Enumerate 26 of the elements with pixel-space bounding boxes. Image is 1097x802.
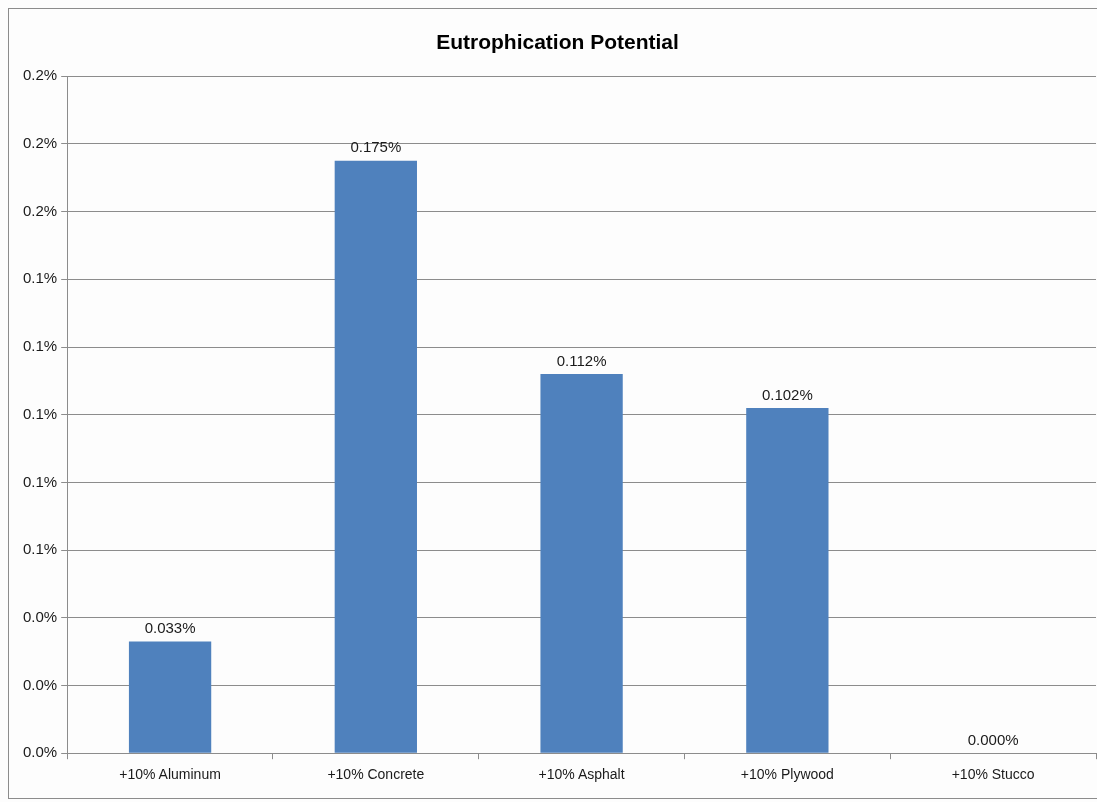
x-tick-label: +10% Stucco (951, 766, 1035, 783)
bar (334, 160, 417, 753)
bar (128, 641, 212, 753)
data-label: 0.000% (967, 730, 1019, 748)
y-tick-label: 0.1% (22, 472, 58, 490)
data-label: 0.033% (144, 619, 196, 637)
y-tick-label: 0.0% (22, 675, 58, 693)
y-tick-label: 0.0% (22, 607, 58, 625)
y-tick-label: 0.2% (22, 66, 58, 84)
y-tick-label: 0.0% (22, 743, 58, 761)
y-tick-label: 0.1% (22, 540, 58, 558)
bar (746, 407, 829, 753)
y-tick-label: 0.2% (22, 201, 58, 219)
y-tick-label: 0.2% (22, 134, 58, 152)
bar (540, 374, 623, 753)
data-label: 0.112% (556, 351, 607, 369)
x-tick-label: +10% Aluminum (119, 766, 221, 783)
chart-title: Eutrophication Potential (436, 30, 679, 54)
y-tick-label: 0.1% (22, 269, 58, 287)
data-label: 0.175% (350, 138, 402, 156)
y-tick-label: 0.1% (22, 404, 58, 422)
data-label: 0.102% (761, 385, 813, 403)
y-tick-label: 0.1% (22, 337, 58, 355)
x-tick-label: +10% Concrete (327, 766, 425, 783)
x-tick-label: +10% Asphalt (538, 766, 625, 783)
x-tick-label: +10% Plywood (740, 766, 834, 783)
